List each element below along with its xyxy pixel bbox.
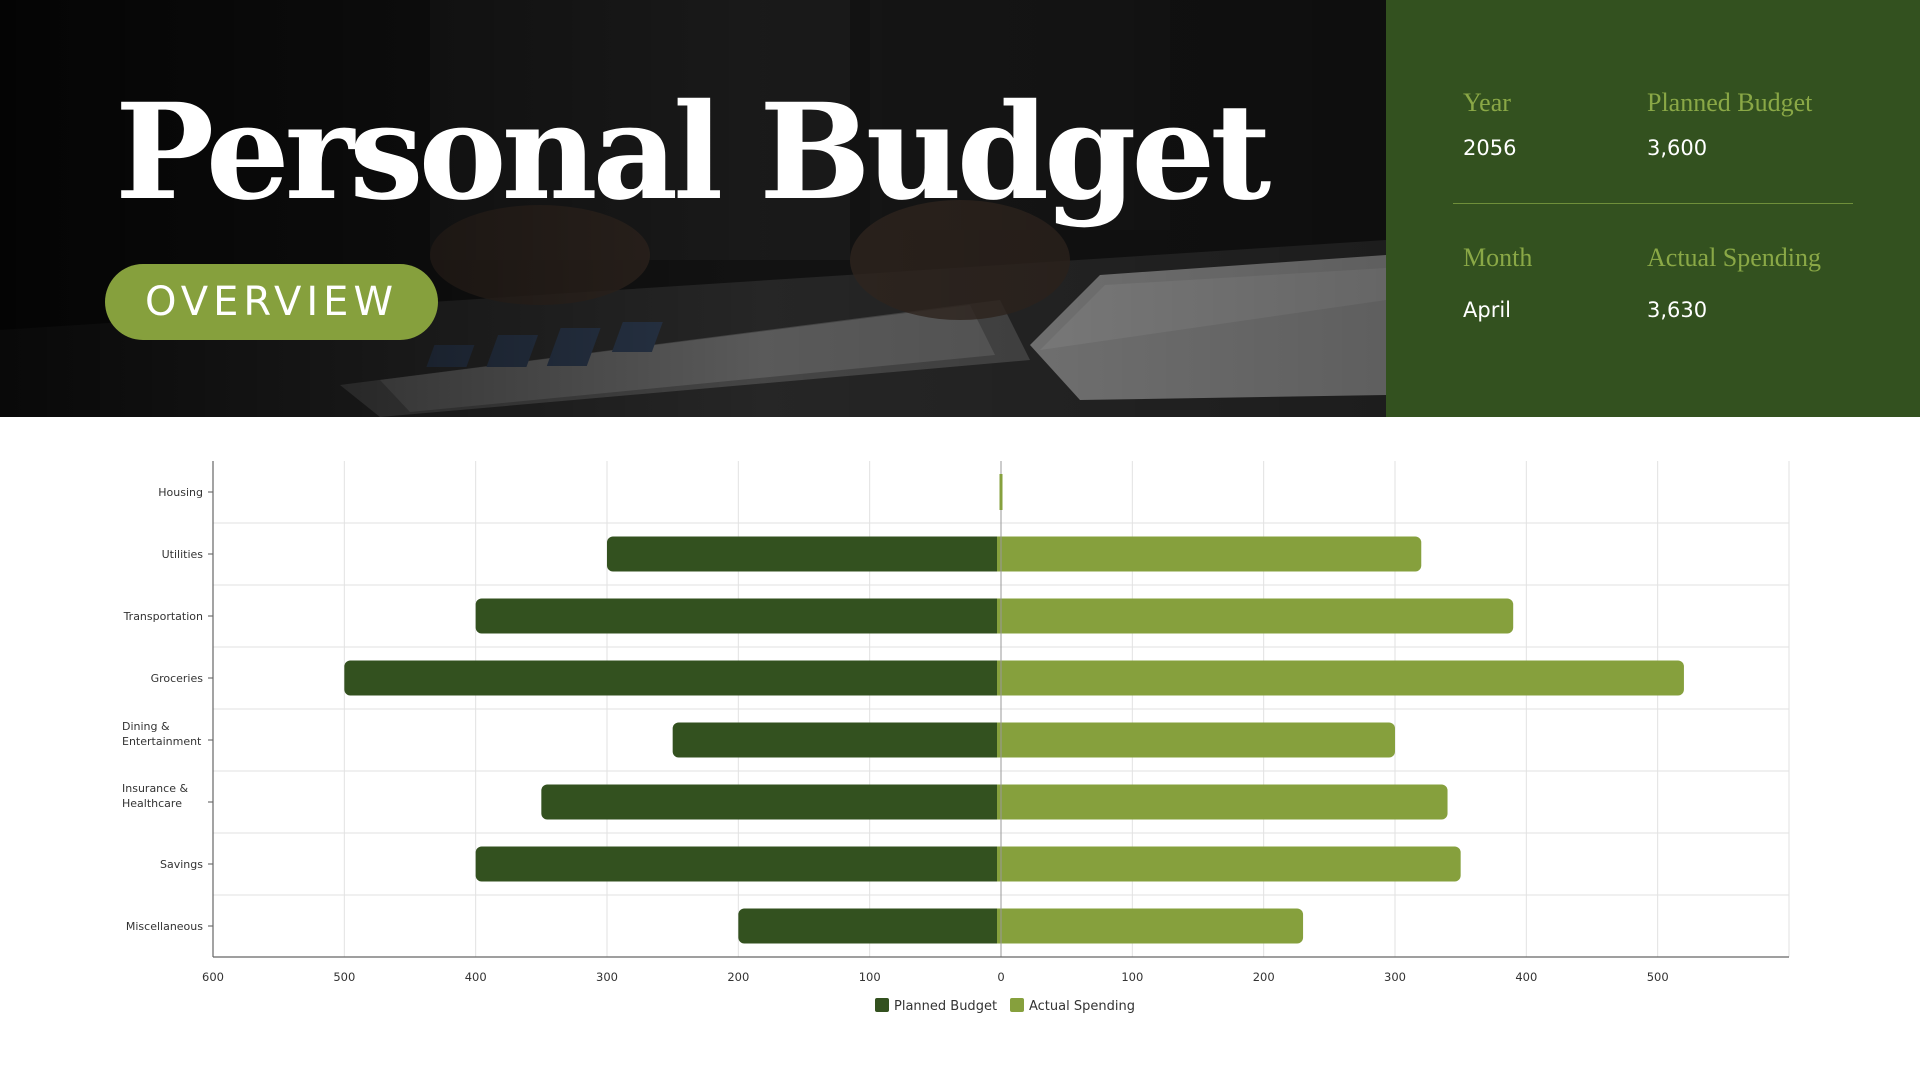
x-tick-label: 100 (859, 970, 881, 984)
year-value: 2056 (1463, 136, 1517, 160)
category-label-line: Healthcare (122, 797, 182, 810)
overview-badge: OVERVIEW (105, 264, 438, 340)
category-label: Insurance & Healthcare (122, 782, 188, 810)
x-tick-label: 500 (333, 970, 355, 984)
category-label: Groceries (151, 672, 204, 685)
planned-budget-label: Planned Budget (1647, 88, 1813, 117)
bar-planned (607, 536, 1005, 572)
office-desk-photo (0, 0, 1386, 417)
category-label: Transportation (123, 610, 203, 623)
category-label-line: Entertainment (122, 735, 202, 748)
x-tick-label: 600 (202, 970, 224, 984)
legend-swatch-actual (1010, 998, 1024, 1012)
bar-actual (997, 536, 1422, 572)
legend-label-actual: Actual Spending (1029, 999, 1135, 1014)
planned-budget-value: 3,600 (1647, 136, 1708, 160)
bar-actual (997, 908, 1304, 944)
x-tick-label: 0 (997, 970, 1004, 984)
bar-planned (672, 722, 1005, 758)
bar-planned (738, 908, 1005, 944)
category-label: Miscellaneous (126, 920, 203, 933)
x-tick-label: 400 (1515, 970, 1537, 984)
category-label: Utilities (162, 548, 204, 561)
panel-divider (1453, 203, 1853, 204)
budget-chart-svg: Housing Utilities Transportation Groceries D… (122, 461, 1790, 1014)
year-label: Year (1463, 88, 1511, 117)
category-label-line: Dining & (122, 720, 170, 733)
bar-planned (475, 846, 1006, 882)
bar-actual (997, 784, 1448, 820)
bar-housing-marker (999, 474, 1003, 510)
x-tick-label: 300 (1384, 970, 1406, 984)
category-label: Savings (160, 858, 203, 871)
x-tick-label: 500 (1647, 970, 1669, 984)
x-tick-label: 400 (465, 970, 487, 984)
month-label: Month (1463, 243, 1533, 272)
bar-planned (541, 784, 1005, 820)
x-tick-label: 200 (1253, 970, 1275, 984)
summary-panel: Year 2056 Planned Budget 3,600 Month Apr… (1386, 0, 1920, 417)
bar-actual (997, 660, 1684, 696)
x-tick-label: 300 (596, 970, 618, 984)
category-label: Housing (158, 486, 203, 499)
x-tick-label: 100 (1121, 970, 1143, 984)
bar-actual (997, 846, 1461, 882)
bar-planned (475, 598, 1006, 634)
x-tick-label: 200 (727, 970, 749, 984)
bar-actual (997, 598, 1514, 634)
actual-spending-label: Actual Spending (1647, 243, 1822, 272)
bar-planned (344, 660, 1005, 696)
page-title: Personal Budget (115, 75, 1271, 230)
legend-label-planned: Planned Budget (894, 999, 997, 1014)
category-label-line: Insurance & (122, 782, 188, 795)
budget-chart: Housing Utilities Transportation Groceries D… (0, 417, 1920, 1080)
header-photo: Personal Budget OVERVIEW (0, 0, 1386, 417)
actual-spending-value: 3,630 (1647, 298, 1708, 322)
legend-swatch-planned (875, 998, 889, 1012)
category-label: Dining & Entertainment (122, 720, 202, 748)
bar-actual (997, 722, 1395, 758)
month-value: April (1463, 298, 1511, 322)
